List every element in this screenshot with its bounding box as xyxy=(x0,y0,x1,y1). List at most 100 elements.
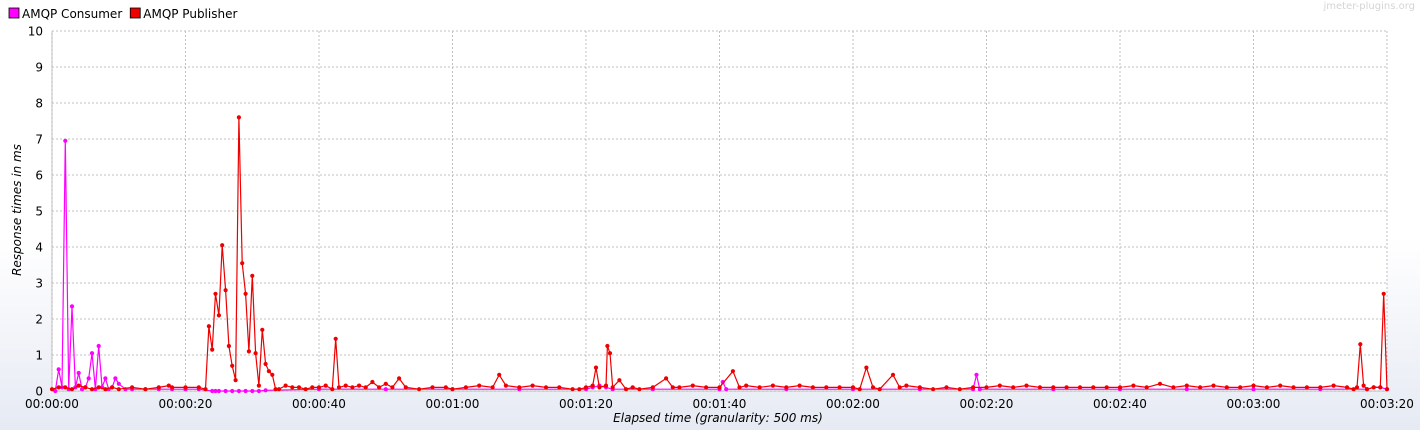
data-point xyxy=(49,387,55,392)
x-tick-label: 00:00:40 xyxy=(292,397,346,411)
data-point xyxy=(984,385,989,390)
data-point xyxy=(664,376,669,381)
y-tick-label: 0 xyxy=(35,385,43,399)
data-point xyxy=(443,385,448,390)
data-point xyxy=(690,383,695,388)
data-point xyxy=(590,383,595,388)
data-point xyxy=(166,383,171,388)
data-point xyxy=(116,381,121,386)
data-point xyxy=(276,387,282,392)
data-point xyxy=(116,387,121,392)
data-point xyxy=(1344,385,1350,390)
data-point xyxy=(977,387,982,392)
data-point xyxy=(223,288,228,293)
data-point xyxy=(1117,385,1123,390)
data-point xyxy=(944,385,949,390)
data-point xyxy=(450,387,455,392)
legend: AMQP Consumer AMQP Publisher xyxy=(8,7,237,21)
data-point xyxy=(1361,383,1366,388)
data-point xyxy=(377,385,382,390)
data-point xyxy=(650,385,655,390)
data-point xyxy=(263,361,268,367)
data-point xyxy=(837,385,842,390)
y-tick-label: 7 xyxy=(35,133,43,147)
data-point xyxy=(230,388,235,394)
y-tick-label: 3 xyxy=(35,277,43,291)
data-point xyxy=(303,387,308,392)
data-point xyxy=(63,138,68,143)
data-point xyxy=(270,372,275,377)
data-point xyxy=(230,363,235,368)
data-point xyxy=(603,383,609,388)
data-point xyxy=(757,385,762,390)
data-point xyxy=(210,388,215,394)
data-point xyxy=(236,388,241,394)
data-point xyxy=(593,365,599,370)
data-point xyxy=(704,385,709,390)
data-point xyxy=(113,376,118,381)
legend-label: AMQP Publisher xyxy=(143,7,237,21)
data-point xyxy=(69,304,75,309)
data-point xyxy=(1378,385,1383,390)
y-tick-label: 6 xyxy=(35,169,43,183)
data-point xyxy=(1384,387,1390,392)
x-tick-label: 00:00:00 xyxy=(25,397,79,411)
data-point xyxy=(96,385,101,390)
data-point xyxy=(583,385,589,390)
x-tick-label: 00:01:20 xyxy=(559,397,613,411)
data-point xyxy=(617,378,622,383)
data-point xyxy=(503,383,508,388)
data-point xyxy=(1091,385,1096,390)
data-point xyxy=(130,385,135,390)
data-point xyxy=(1364,387,1370,392)
x-axis-ticks: 00:00:00 00:00:20 00:00:40 00:01:00 00:01:20… xyxy=(25,397,1414,411)
data-point xyxy=(1358,342,1363,347)
data-point xyxy=(156,385,161,390)
data-point xyxy=(350,385,355,390)
data-point xyxy=(53,388,58,394)
data-point xyxy=(1077,385,1083,390)
data-point xyxy=(243,388,248,394)
data-point xyxy=(273,387,278,392)
data-point xyxy=(1318,385,1323,390)
data-point xyxy=(477,383,482,388)
data-point xyxy=(850,385,856,390)
data-point xyxy=(637,387,642,392)
data-point xyxy=(730,369,736,374)
data-point xyxy=(517,385,522,390)
data-point xyxy=(784,385,789,390)
data-point xyxy=(1051,385,1056,390)
data-point xyxy=(1131,383,1136,388)
data-point xyxy=(76,383,81,388)
data-point xyxy=(797,383,802,388)
data-point xyxy=(1198,385,1203,390)
data-point xyxy=(1251,387,1256,392)
data-point xyxy=(243,291,248,296)
data-point xyxy=(363,385,368,390)
data-point xyxy=(1304,385,1309,390)
data-point xyxy=(383,387,388,392)
data-point xyxy=(236,115,241,120)
data-point xyxy=(1351,387,1356,392)
data-point xyxy=(1278,383,1283,388)
series-layer xyxy=(49,115,1390,394)
data-point xyxy=(383,381,388,386)
data-point xyxy=(877,387,882,392)
data-point xyxy=(103,376,108,381)
data-point xyxy=(330,387,335,392)
data-point xyxy=(717,385,722,390)
data-point xyxy=(240,261,245,266)
data-point xyxy=(530,383,535,388)
series-amqp-publisher xyxy=(49,115,1390,392)
x-tick-label: 00:02:20 xyxy=(960,397,1014,411)
data-point xyxy=(917,385,922,390)
data-point xyxy=(86,376,91,381)
data-point xyxy=(870,385,876,390)
data-point xyxy=(1224,385,1229,390)
data-point xyxy=(1064,385,1069,390)
data-point xyxy=(56,385,61,390)
data-point xyxy=(824,385,829,390)
x-axis-title: Elapsed time (granularity: 500 ms) xyxy=(613,411,823,425)
data-point xyxy=(770,383,776,388)
